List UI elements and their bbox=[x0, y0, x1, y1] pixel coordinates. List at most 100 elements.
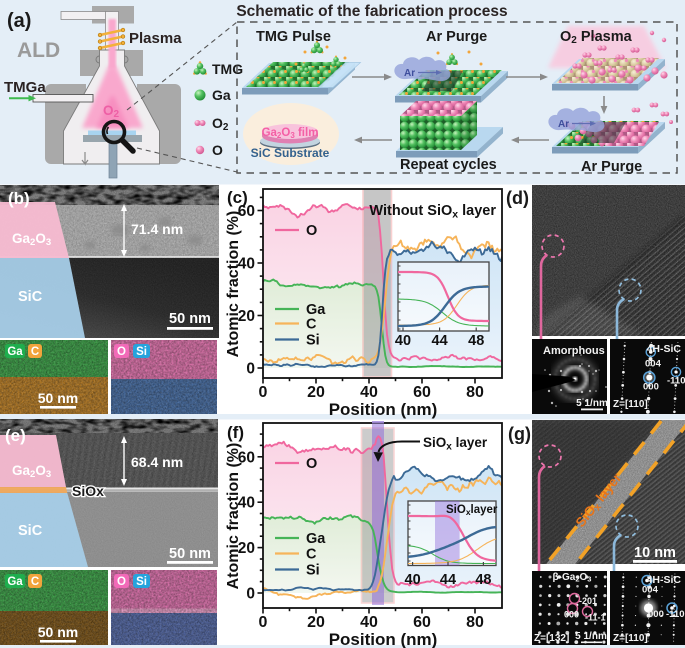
svg-text:(g): (g) bbox=[508, 424, 531, 444]
svg-text:71.4 nm: 71.4 nm bbox=[131, 221, 183, 237]
svg-text:O: O bbox=[117, 346, 126, 358]
svg-text:48: 48 bbox=[475, 572, 491, 588]
svg-text:C: C bbox=[31, 576, 39, 588]
svg-text:Ar Purge: Ar Purge bbox=[581, 159, 642, 175]
svg-text:40: 40 bbox=[360, 384, 378, 401]
svg-text:Si: Si bbox=[306, 563, 320, 579]
svg-text:Position (nm): Position (nm) bbox=[329, 400, 438, 419]
svg-text:β-Ga2O3: β-Ga2O3 bbox=[553, 572, 592, 584]
svg-text:44: 44 bbox=[432, 333, 448, 349]
svg-text:000: 000 bbox=[564, 610, 579, 620]
svg-text:-11-1: -11-1 bbox=[585, 613, 606, 623]
svg-text:O: O bbox=[306, 456, 317, 472]
svg-text:Z=[110]: Z=[110] bbox=[613, 633, 648, 644]
svg-text:SiC Substrate: SiC Substrate bbox=[251, 146, 330, 160]
svg-text:TMG: TMG bbox=[212, 61, 243, 77]
svg-text:Ga2O3: Ga2O3 bbox=[12, 231, 51, 248]
svg-text:50 nm: 50 nm bbox=[38, 390, 78, 406]
svg-text:C: C bbox=[306, 317, 317, 333]
svg-text:SiC: SiC bbox=[18, 289, 43, 305]
svg-text:40: 40 bbox=[360, 614, 378, 631]
svg-text:(c): (c) bbox=[227, 188, 248, 207]
svg-text:Ga2O3: Ga2O3 bbox=[12, 463, 51, 480]
svg-text:Ga: Ga bbox=[306, 531, 326, 547]
svg-text:Ga: Ga bbox=[7, 576, 23, 588]
svg-text:-110: -110 bbox=[666, 609, 685, 620]
svg-text:40: 40 bbox=[395, 333, 411, 349]
svg-text:(d): (d) bbox=[506, 188, 529, 208]
svg-text:Amorphous: Amorphous bbox=[543, 345, 605, 357]
svg-text:5 1/nm: 5 1/nm bbox=[575, 631, 607, 642]
svg-text:(a): (a) bbox=[7, 10, 31, 32]
svg-text:Ar: Ar bbox=[558, 119, 569, 130]
svg-text:Z=[110]: Z=[110] bbox=[613, 399, 648, 410]
svg-text:O: O bbox=[117, 576, 126, 588]
svg-text:000: 000 bbox=[648, 609, 664, 620]
svg-text:TMGa: TMGa bbox=[4, 79, 46, 96]
svg-text:44: 44 bbox=[440, 572, 456, 588]
svg-text:50 nm: 50 nm bbox=[169, 311, 211, 327]
svg-text:ALD: ALD bbox=[17, 39, 60, 62]
svg-text:Si: Si bbox=[136, 576, 147, 588]
svg-text:60: 60 bbox=[413, 614, 431, 631]
svg-text:0: 0 bbox=[259, 384, 268, 401]
svg-text:Ar: Ar bbox=[404, 68, 415, 79]
svg-text:TMG Pulse: TMG Pulse bbox=[256, 29, 331, 45]
svg-text:Repeat cycles: Repeat cycles bbox=[400, 157, 497, 173]
svg-text:(e): (e) bbox=[5, 426, 26, 445]
svg-text:SiOxlayer: SiOxlayer bbox=[446, 504, 498, 517]
svg-text:50 nm: 50 nm bbox=[38, 624, 78, 640]
svg-text:Atomic fraction (%): Atomic fraction (%) bbox=[225, 443, 242, 590]
svg-text:4H-SiC: 4H-SiC bbox=[647, 574, 682, 586]
svg-text:Si: Si bbox=[136, 346, 147, 358]
svg-text:(b): (b) bbox=[8, 189, 30, 208]
svg-text:(f): (f) bbox=[227, 423, 244, 442]
svg-text:40: 40 bbox=[238, 256, 255, 273]
svg-text:Position (nm): Position (nm) bbox=[329, 630, 438, 648]
svg-text:80: 80 bbox=[466, 614, 484, 631]
svg-text:Atomic fraction (%): Atomic fraction (%) bbox=[225, 211, 242, 358]
svg-text:004: 004 bbox=[645, 359, 662, 370]
svg-text:O: O bbox=[306, 223, 317, 239]
svg-text:0: 0 bbox=[259, 614, 268, 631]
svg-text:Ar Purge: Ar Purge bbox=[426, 29, 487, 45]
svg-text:SiOx: SiOx bbox=[72, 483, 104, 499]
svg-text:Schematic of the fabrication p: Schematic of the fabrication process bbox=[236, 3, 507, 20]
svg-text:Plasma: Plasma bbox=[129, 30, 182, 47]
svg-text:40: 40 bbox=[405, 572, 421, 588]
svg-text:C: C bbox=[306, 547, 317, 563]
svg-text:40: 40 bbox=[238, 495, 255, 512]
svg-text:20: 20 bbox=[307, 384, 325, 401]
svg-text:10 nm: 10 nm bbox=[634, 545, 676, 561]
svg-text:0: 0 bbox=[246, 586, 255, 603]
svg-text:004: 004 bbox=[642, 585, 659, 596]
svg-text:60: 60 bbox=[238, 203, 255, 220]
svg-text:20: 20 bbox=[238, 540, 255, 557]
svg-text:SiC: SiC bbox=[18, 523, 43, 539]
svg-text:48: 48 bbox=[468, 333, 484, 349]
svg-text:0: 0 bbox=[246, 361, 255, 378]
svg-text:Si: Si bbox=[306, 333, 320, 349]
svg-text:O2 Plasma: O2 Plasma bbox=[560, 29, 633, 46]
svg-text:68.4 nm: 68.4 nm bbox=[131, 454, 183, 470]
svg-text:-110: -110 bbox=[667, 376, 685, 387]
svg-text:60: 60 bbox=[238, 449, 255, 466]
svg-text:000: 000 bbox=[643, 382, 659, 393]
svg-text:60: 60 bbox=[413, 384, 431, 401]
svg-text:5 1/nm: 5 1/nm bbox=[576, 398, 608, 409]
svg-text:Ga: Ga bbox=[7, 346, 23, 358]
svg-text:80: 80 bbox=[466, 384, 484, 401]
svg-text:Ga2O3 film: Ga2O3 film bbox=[262, 127, 319, 140]
svg-text:C: C bbox=[31, 346, 39, 358]
svg-text:50 nm: 50 nm bbox=[169, 546, 211, 562]
svg-text:Ga: Ga bbox=[306, 302, 326, 318]
svg-text:20: 20 bbox=[307, 614, 325, 631]
svg-text:4H-SiC: 4H-SiC bbox=[647, 343, 682, 355]
svg-text:Without SiOx layer: Without SiOx layer bbox=[369, 203, 496, 221]
svg-text:O: O bbox=[212, 142, 223, 158]
svg-text:SiOx layer: SiOx layer bbox=[423, 435, 488, 453]
svg-text:Ga: Ga bbox=[212, 87, 231, 103]
svg-text:-201: -201 bbox=[579, 596, 597, 606]
svg-text:Z=[132]: Z=[132] bbox=[534, 633, 569, 644]
svg-text:20: 20 bbox=[238, 308, 255, 325]
